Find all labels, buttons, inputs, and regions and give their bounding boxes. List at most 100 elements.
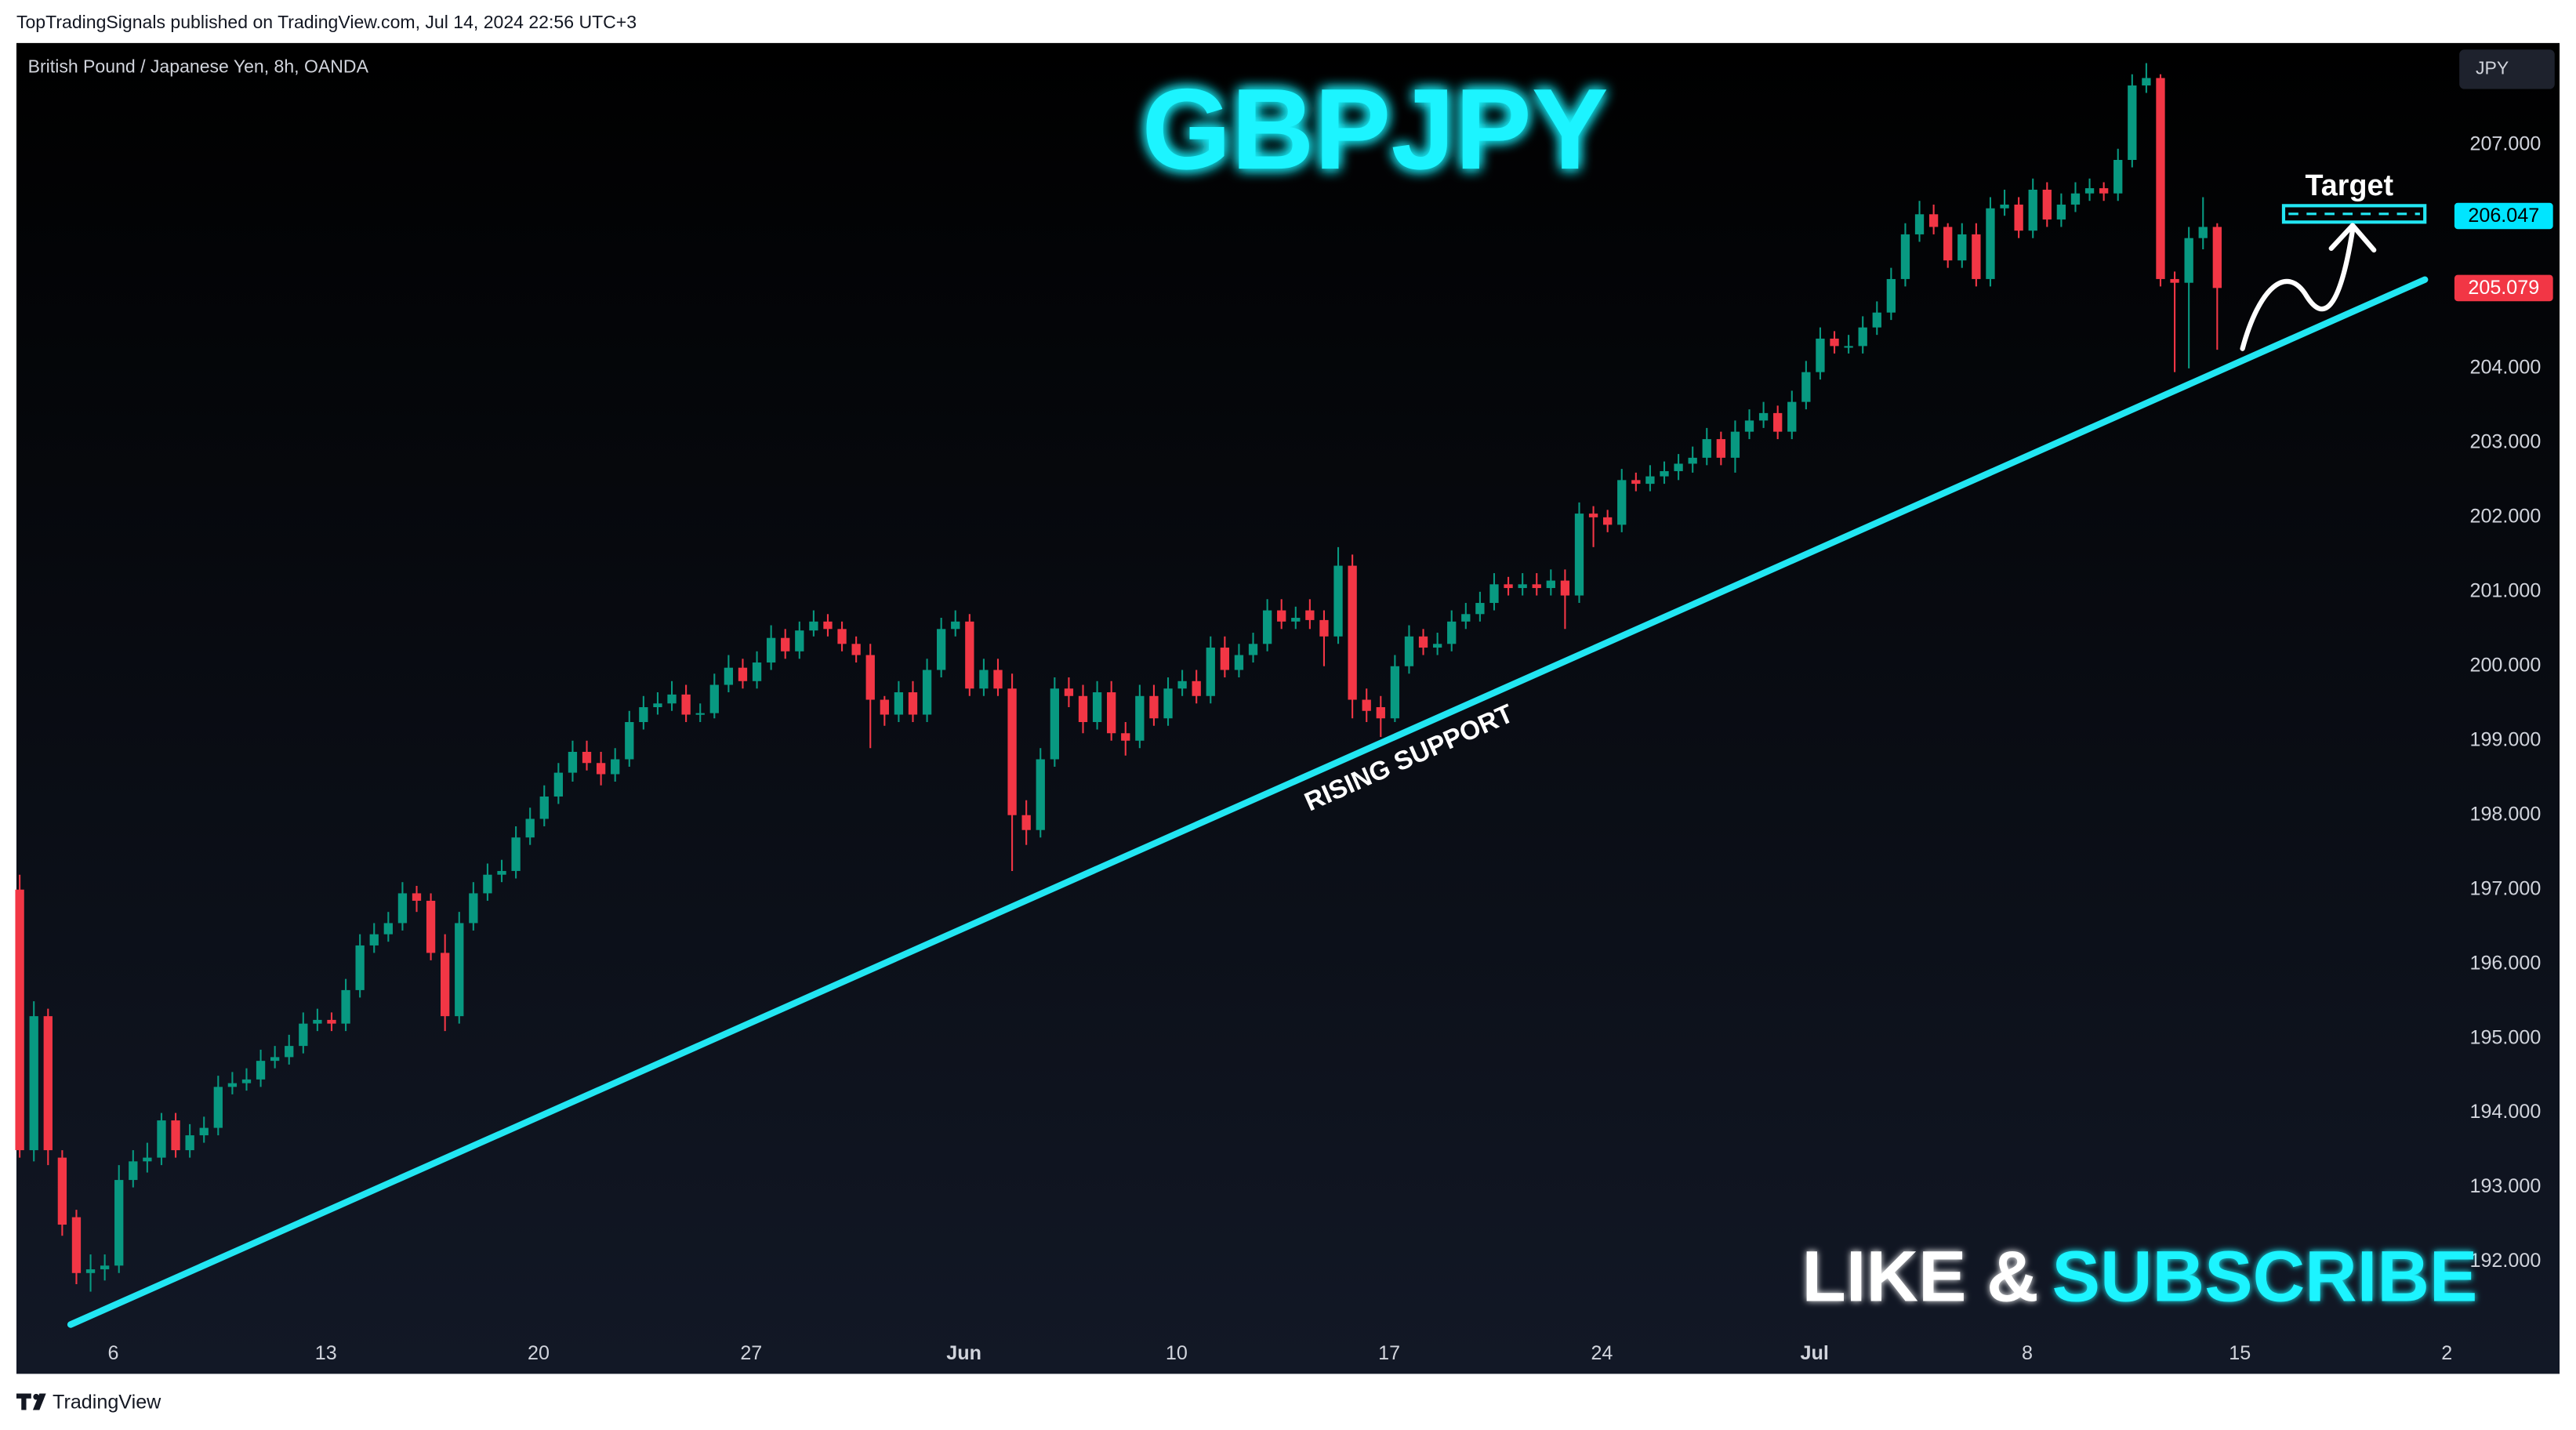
candle-body xyxy=(383,923,393,935)
candle-body xyxy=(2156,78,2165,279)
candle-body xyxy=(1135,695,1145,741)
candle-body xyxy=(1645,476,1655,485)
candle-body xyxy=(1532,584,1541,589)
candle-body xyxy=(1631,480,1641,485)
candle-body xyxy=(2184,238,2193,283)
candle-body xyxy=(2099,188,2109,194)
candle-body xyxy=(568,751,578,773)
candle-body xyxy=(1730,431,1740,458)
candle-body xyxy=(1603,517,1613,525)
candle-body xyxy=(469,893,478,924)
x-tick-label: 20 xyxy=(528,1342,550,1364)
candle-body xyxy=(993,670,1003,689)
candle-body xyxy=(1858,327,1867,347)
candle-body xyxy=(837,629,847,644)
candle-body xyxy=(2142,78,2151,86)
candle-body xyxy=(752,662,762,681)
candle-body xyxy=(1560,580,1570,596)
candle-body xyxy=(15,889,24,1151)
cta-subscribe: SUBSCRIBE xyxy=(2052,1236,2477,1316)
candle-body xyxy=(1036,759,1045,830)
candle-body xyxy=(965,621,974,689)
y-tick-label: 200.000 xyxy=(2469,654,2541,676)
y-tick-label: 207.000 xyxy=(2469,133,2541,155)
candle-body xyxy=(908,692,918,715)
candle-body xyxy=(1588,514,1598,517)
candle-body xyxy=(2028,189,2037,231)
candle-body xyxy=(1518,584,1527,589)
candle-body xyxy=(1688,457,1697,464)
candle-body xyxy=(2084,188,2095,194)
candle-body xyxy=(1816,338,1825,372)
candle-body xyxy=(1121,733,1130,741)
candle-body xyxy=(823,621,833,630)
currency-button[interactable] xyxy=(2459,49,2555,89)
candle-body xyxy=(2198,227,2208,238)
candle-body xyxy=(511,837,521,871)
candle-body xyxy=(1319,619,1329,637)
candle-body xyxy=(1758,412,1769,421)
candle-body xyxy=(809,621,818,631)
candle-body xyxy=(1248,644,1258,655)
candle-body xyxy=(497,870,506,875)
candle-body xyxy=(455,923,464,1017)
candle-body xyxy=(1844,346,1853,348)
candle-body xyxy=(299,1023,308,1047)
candle-body xyxy=(979,670,989,689)
candle-body xyxy=(1943,227,1953,261)
x-tick-label: 24 xyxy=(1591,1342,1613,1364)
candle-body xyxy=(1305,610,1315,620)
candle-body xyxy=(2070,193,2081,205)
candle-body xyxy=(100,1265,110,1270)
candle-body xyxy=(157,1120,166,1158)
candle-body xyxy=(766,637,776,663)
candle-body xyxy=(1348,565,1357,700)
chart-title: GBPJPY xyxy=(1141,65,1608,194)
x-tick-label: 15 xyxy=(2229,1342,2251,1364)
candle-body xyxy=(1149,695,1159,719)
candle-body xyxy=(1050,688,1059,760)
candle-body xyxy=(667,694,677,704)
y-tick-label: 201.000 xyxy=(2469,579,2541,601)
price-tag xyxy=(2454,202,2553,230)
candle-body xyxy=(85,1269,96,1273)
y-tick-label: 195.000 xyxy=(2469,1026,2541,1048)
x-tick-label: Jul xyxy=(1801,1342,1829,1364)
candle-body xyxy=(625,722,634,760)
candle-body xyxy=(2042,189,2052,220)
candle-body xyxy=(1702,439,1711,458)
candle-body xyxy=(781,637,790,651)
candle-body xyxy=(483,874,492,894)
candle-body xyxy=(129,1161,138,1181)
candle-body xyxy=(695,713,705,715)
x-tick-label: 13 xyxy=(315,1342,337,1364)
candle-body xyxy=(327,1019,336,1024)
candle-body xyxy=(1787,401,1797,432)
candle-body xyxy=(1744,420,1754,432)
candle-body xyxy=(1234,655,1244,670)
y-tick-label: 197.000 xyxy=(2469,877,2541,899)
candle-body xyxy=(596,763,606,775)
candle-body xyxy=(2113,159,2123,194)
price-tag-label: 205.079 xyxy=(2468,277,2539,299)
path-arrow xyxy=(2240,227,2356,351)
y-tick-label: 192.000 xyxy=(2469,1250,2541,1272)
candle-body xyxy=(1362,699,1371,711)
x-tick-label: Jun xyxy=(946,1342,981,1364)
x-tick-label: 10 xyxy=(1166,1342,1188,1364)
candle-body xyxy=(1078,695,1088,723)
candle-body xyxy=(639,707,648,723)
x-tick-label: 27 xyxy=(740,1342,762,1364)
candle-body xyxy=(553,772,564,797)
candle-body xyxy=(1291,618,1301,622)
candle-body xyxy=(1262,610,1272,644)
candle-body xyxy=(1107,692,1116,734)
candle-body xyxy=(1447,621,1457,644)
candle-body xyxy=(1872,312,1881,328)
y-tick-label: 193.000 xyxy=(2469,1175,2541,1197)
candle-body xyxy=(213,1087,223,1128)
candle-body xyxy=(313,1019,322,1024)
candle-body xyxy=(256,1061,266,1080)
candle-body xyxy=(441,953,450,1017)
